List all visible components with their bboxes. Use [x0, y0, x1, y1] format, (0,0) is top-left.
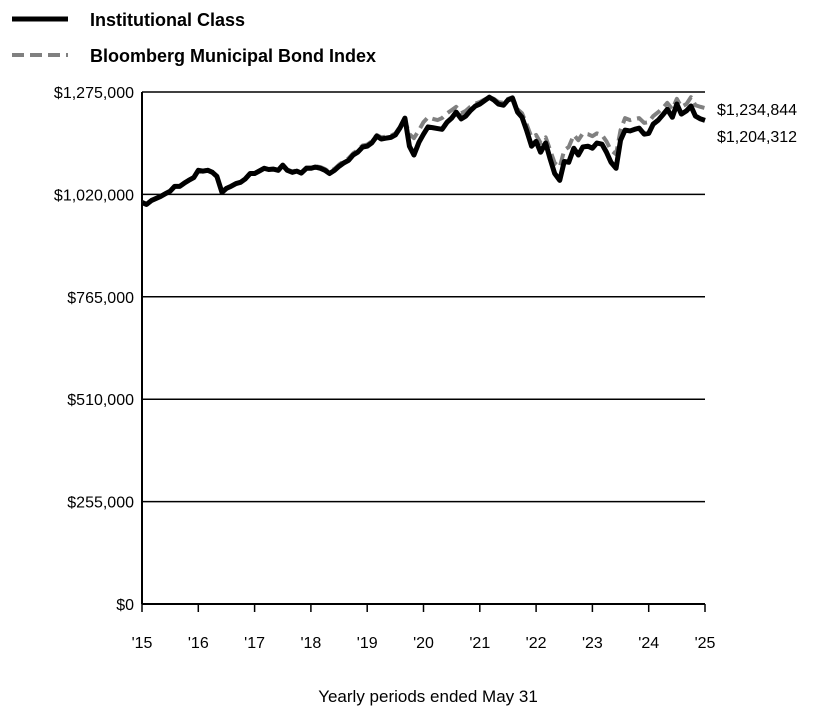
- x-tick-label-6: '21: [469, 635, 490, 652]
- x-tick-label-9: '24: [638, 635, 659, 652]
- legend-label-institutional: Institutional Class: [90, 10, 245, 30]
- x-tick-label-2: '17: [244, 635, 265, 652]
- gridlines: [142, 91, 705, 503]
- y-tick-label-2: $510,000: [67, 392, 134, 409]
- y-tick-label-4: $1,020,000: [54, 187, 134, 204]
- y-tick-label-5: $1,275,000: [54, 85, 134, 102]
- x-tick-label-1: '16: [188, 635, 209, 652]
- x-tick-label-7: '22: [526, 635, 547, 652]
- y-tick-label-3: $765,000: [67, 290, 134, 307]
- legend-label-index: Bloomberg Municipal Bond Index: [90, 46, 376, 66]
- legend-item-institutional: Institutional Class: [12, 10, 245, 30]
- x-tick-label-5: '20: [413, 635, 434, 652]
- end-label-institutional: $1,204,312: [717, 129, 797, 146]
- axes: [141, 92, 705, 605]
- legend-item-index: Bloomberg Municipal Bond Index: [12, 46, 376, 66]
- end-labels: $1,234,844 $1,204,312: [717, 102, 797, 146]
- legend: Institutional Class Bloomberg Municipal …: [12, 10, 376, 66]
- end-label-index: $1,234,844: [717, 102, 797, 119]
- x-ticks: '15 '16 '17 '18 '19 '20 '21 '22 '23 '24 '25: [132, 604, 716, 652]
- series-line-index: [141, 95, 706, 207]
- series-layer: [140, 94, 706, 207]
- series-line-institutional: [140, 94, 706, 207]
- x-tick-label-0: '15: [132, 635, 153, 652]
- x-tick-label-8: '23: [582, 635, 603, 652]
- y-tick-labels: $0 $255,000 $510,000 $765,000 $1,020,000 $1,2…: [54, 85, 134, 614]
- x-tick-label-10: '25: [695, 635, 716, 652]
- y-tick-label-0: $0: [116, 597, 134, 614]
- x-tick-label-3: '18: [300, 635, 321, 652]
- x-axis-title: Yearly periods ended May 31: [318, 687, 538, 706]
- x-tick-label-4: '19: [357, 635, 378, 652]
- y-tick-label-1: $255,000: [67, 495, 134, 512]
